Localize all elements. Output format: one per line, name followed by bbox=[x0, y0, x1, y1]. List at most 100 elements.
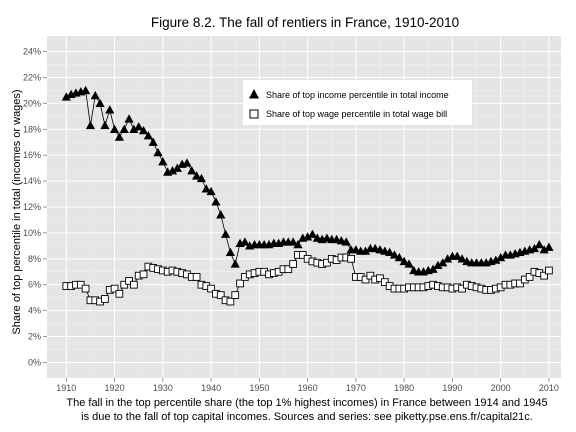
x-tick-label: 1940 bbox=[201, 383, 221, 393]
wage-share-point bbox=[120, 280, 129, 289]
income-share-point bbox=[182, 158, 192, 167]
wage-share-point bbox=[361, 275, 370, 284]
x-tick-label: 1930 bbox=[153, 383, 173, 393]
income-share-point bbox=[201, 184, 211, 193]
y-tick-label: 16% bbox=[23, 150, 41, 160]
income-share-point bbox=[211, 197, 221, 206]
wage-share-point bbox=[236, 279, 244, 288]
wage-share-point bbox=[525, 273, 534, 281]
x-tick-label: 1960 bbox=[298, 383, 318, 393]
income-share-point bbox=[167, 166, 178, 175]
y-tick-label: 10% bbox=[23, 228, 41, 238]
wage-share-point bbox=[458, 284, 466, 293]
wage-share-point bbox=[216, 291, 225, 299]
wage-share-point bbox=[125, 276, 133, 285]
wage-share-point bbox=[376, 274, 384, 283]
wage-share-point bbox=[115, 289, 124, 298]
wage-share-point bbox=[110, 284, 119, 293]
y-tick-label: 6% bbox=[28, 280, 41, 290]
income-share-point bbox=[187, 166, 197, 175]
y-tick-label: 18% bbox=[23, 124, 41, 134]
wage-share-point bbox=[298, 251, 307, 259]
wage-share-point bbox=[380, 278, 389, 286]
y-tick-label: 4% bbox=[28, 306, 41, 316]
income-share-point bbox=[307, 229, 318, 238]
y-tick-label: 12% bbox=[23, 202, 41, 212]
y-tick-label: 22% bbox=[23, 72, 41, 82]
income-share-point bbox=[544, 242, 554, 251]
income-share-point bbox=[105, 105, 115, 114]
income-share-point bbox=[539, 245, 549, 254]
income-share-point bbox=[341, 237, 351, 246]
x-tick-label: 1910 bbox=[56, 383, 76, 393]
y-tick-label: 14% bbox=[23, 176, 41, 186]
legend-box bbox=[243, 80, 472, 125]
wage-share-point bbox=[192, 273, 201, 281]
income-share-point bbox=[138, 125, 149, 135]
x-tick-label: 2000 bbox=[491, 383, 511, 393]
income-share-point bbox=[385, 247, 395, 257]
wage-share-point bbox=[545, 266, 553, 275]
x-tick-label: 1990 bbox=[442, 383, 462, 393]
income-share-point bbox=[428, 264, 438, 273]
income-share-point bbox=[196, 173, 207, 183]
income-share-point bbox=[438, 258, 448, 267]
wage-share-point bbox=[207, 284, 215, 293]
legend-label-top-income: Share of top income percentile in total … bbox=[266, 90, 449, 100]
income-share-point bbox=[192, 171, 202, 180]
income-share-point bbox=[394, 252, 404, 262]
chart-title: Figure 8.2. The fall of rentiers in Fran… bbox=[151, 15, 459, 30]
income-share-point bbox=[433, 260, 443, 269]
income-share-point bbox=[404, 259, 414, 268]
series-layer bbox=[61, 85, 554, 306]
income-share-point bbox=[442, 254, 453, 263]
income-share-point bbox=[457, 254, 467, 263]
x-tick-label: 1920 bbox=[105, 383, 125, 393]
x-tick-label: 2010 bbox=[539, 383, 559, 393]
income-share-point bbox=[225, 247, 235, 257]
income-share-point bbox=[61, 92, 71, 101]
y-tick-label: 8% bbox=[28, 254, 41, 264]
income-share-point bbox=[360, 246, 371, 255]
income-share-point bbox=[119, 124, 129, 133]
wage-share-point bbox=[139, 270, 148, 279]
y-tick-label: 20% bbox=[23, 98, 41, 108]
income-share-point bbox=[81, 85, 91, 95]
legend: Share of top income percentile in total … bbox=[243, 80, 472, 125]
legend-key-square-icon bbox=[249, 109, 259, 119]
income-share-point bbox=[158, 157, 168, 166]
income-share-point bbox=[288, 237, 298, 246]
income-share-point bbox=[240, 237, 250, 246]
income-share-point bbox=[220, 229, 231, 238]
wage-share-point bbox=[516, 279, 524, 288]
income-share-point bbox=[100, 120, 110, 130]
wage-share-point bbox=[540, 271, 548, 280]
wage-share-point bbox=[347, 254, 355, 263]
income-share-point bbox=[90, 90, 100, 100]
income-share-point bbox=[148, 137, 158, 146]
wage-share-point bbox=[81, 284, 90, 293]
income-share-point bbox=[109, 124, 120, 133]
wage-share-point bbox=[289, 260, 297, 268]
income-share-point bbox=[172, 163, 182, 172]
income-share-point bbox=[216, 210, 226, 219]
wage-share-point bbox=[130, 280, 138, 289]
income-share-point bbox=[134, 122, 144, 131]
income-share-point bbox=[389, 250, 400, 259]
income-share-point bbox=[496, 252, 506, 262]
income-share-point bbox=[143, 131, 153, 140]
wage-share-point bbox=[76, 280, 85, 289]
income-share-point bbox=[85, 120, 96, 130]
x-tick-label: 1950 bbox=[249, 383, 269, 393]
income-share-point bbox=[399, 256, 409, 266]
y-tick-label: 0% bbox=[28, 357, 41, 367]
y-axis-label: Share of top percentile in total (income… bbox=[11, 89, 23, 334]
legend-label-top-wage: Share of top wage percentile in total wa… bbox=[266, 109, 447, 119]
x-tick-label: 1980 bbox=[394, 383, 414, 393]
wage-share-point bbox=[366, 271, 375, 280]
income-share-point bbox=[153, 147, 163, 157]
wage-share-point bbox=[231, 291, 240, 299]
wage-share-point bbox=[323, 258, 331, 267]
income-share-point bbox=[206, 186, 216, 196]
income-share-point bbox=[114, 132, 124, 141]
